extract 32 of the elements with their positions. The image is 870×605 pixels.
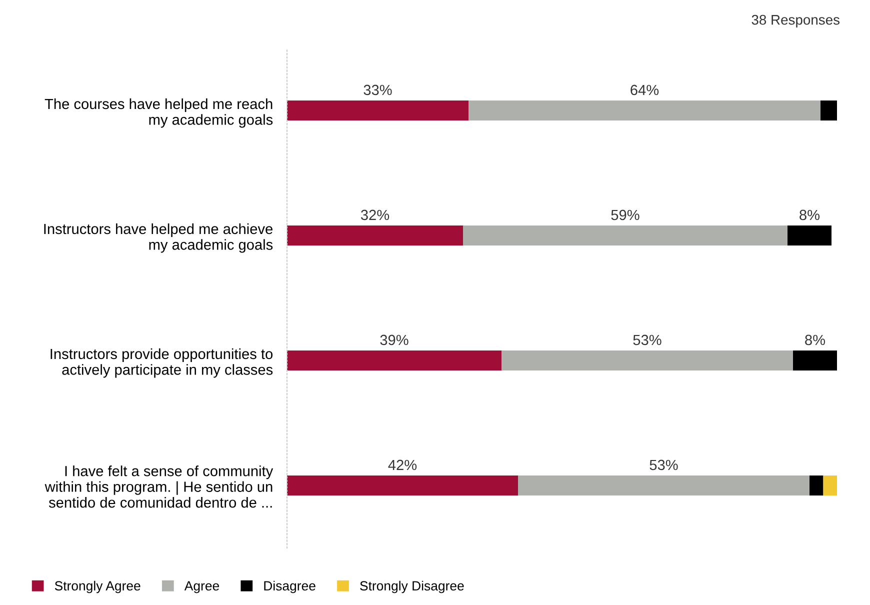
bar: [820, 100, 837, 120]
data-label: 33%: [364, 84, 392, 96]
y-tick-label: Instructors have helped me achieve my academic goals: [44, 223, 273, 253]
bar: [810, 476, 824, 496]
data-label: 53%: [650, 460, 678, 470]
legend-label: Strongly Disagree: [360, 580, 464, 594]
text: 38 Responses: [752, 14, 840, 28]
bar: [287, 100, 468, 120]
bar: [823, 476, 837, 496]
data-label: 53%: [633, 334, 662, 346]
data-label: 59%: [611, 210, 640, 220]
legend-label: Strongly Agree: [54, 580, 140, 594]
bar: [287, 476, 518, 496]
y-tick-label: I have felt a sense of community within this program. | He sentido un sentido de comunidad dentro de ...: [44, 466, 274, 508]
y-tick-label: Instructors provide opportunities to actively participate in my classes: [50, 348, 273, 378]
bar: [793, 350, 837, 370]
data-label: 8%: [800, 210, 820, 220]
bar: [463, 226, 788, 246]
bar: [468, 100, 820, 120]
bar: [502, 350, 793, 370]
data-label: 39%: [380, 334, 408, 346]
legend-label: Agree: [184, 581, 220, 594]
bar: [287, 226, 463, 246]
y-tick-label: The courses have helped me reach my academic goals: [44, 98, 273, 128]
bar: [788, 226, 832, 246]
data-label: 64%: [630, 84, 659, 96]
bar: [287, 350, 502, 370]
data-label: 32%: [360, 210, 390, 220]
data-label: 8%: [805, 334, 826, 346]
bar: [518, 476, 810, 496]
legend-label: Disagree: [264, 580, 316, 594]
data-label: 42%: [388, 460, 417, 470]
